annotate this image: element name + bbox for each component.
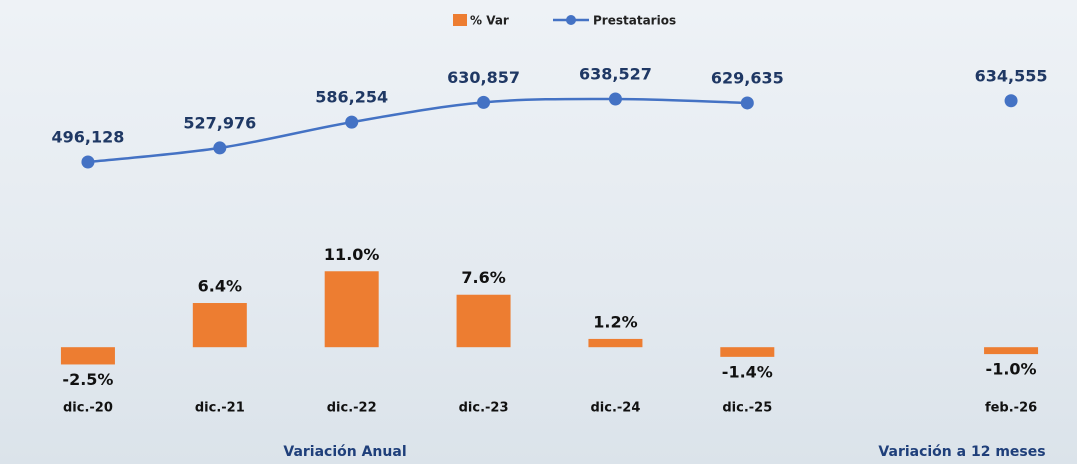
data-label: 527,976: [183, 113, 256, 132]
legend-swatch: [566, 15, 576, 25]
line-point: [740, 96, 754, 110]
data-label: 586,254: [315, 88, 388, 107]
x-tick-label: dic.-21: [195, 401, 245, 416]
data-label: 638,527: [579, 65, 652, 84]
legend-swatch: [453, 14, 467, 26]
line: [87, 97, 748, 164]
legend-label: % Var: [470, 14, 509, 28]
bar: [588, 338, 643, 348]
bar: [720, 347, 775, 357]
bar: [60, 347, 115, 365]
legend-label: Prestatarios: [593, 14, 676, 28]
data-label: 1.2%: [593, 312, 637, 331]
x-tick-label: dic.-24: [590, 401, 640, 416]
bar: [192, 303, 247, 348]
line-point: [213, 141, 227, 155]
x-tick-label: dic.-23: [459, 401, 509, 416]
data-label: -1.0%: [986, 360, 1037, 379]
data-label: -1.4%: [722, 362, 773, 381]
x-tick-label: feb.-26: [985, 401, 1037, 416]
data-label: 634,555: [975, 66, 1048, 85]
annotation: Variación a 12 meses: [878, 444, 1045, 460]
data-label: 629,635: [711, 68, 784, 87]
bar: [456, 294, 511, 348]
data-label: -2.5%: [62, 370, 113, 389]
line-point: [477, 95, 491, 109]
data-label: 496,128: [52, 128, 125, 147]
line-point: [81, 155, 95, 169]
data-label: 6.4%: [198, 277, 242, 296]
x-tick-label: dic.-25: [722, 401, 772, 416]
annotation: Variación Anual: [283, 444, 406, 460]
bar: [324, 271, 379, 348]
line-point: [1004, 94, 1018, 108]
line-point: [608, 92, 622, 106]
data-label: 11.0%: [324, 245, 380, 264]
x-tick-label: dic.-22: [327, 401, 377, 416]
bar: [984, 347, 1039, 355]
data-label: 7.6%: [461, 268, 505, 287]
data-label: 630,857: [447, 68, 520, 87]
line-point: [345, 115, 359, 129]
x-tick-label: dic.-20: [63, 401, 113, 416]
